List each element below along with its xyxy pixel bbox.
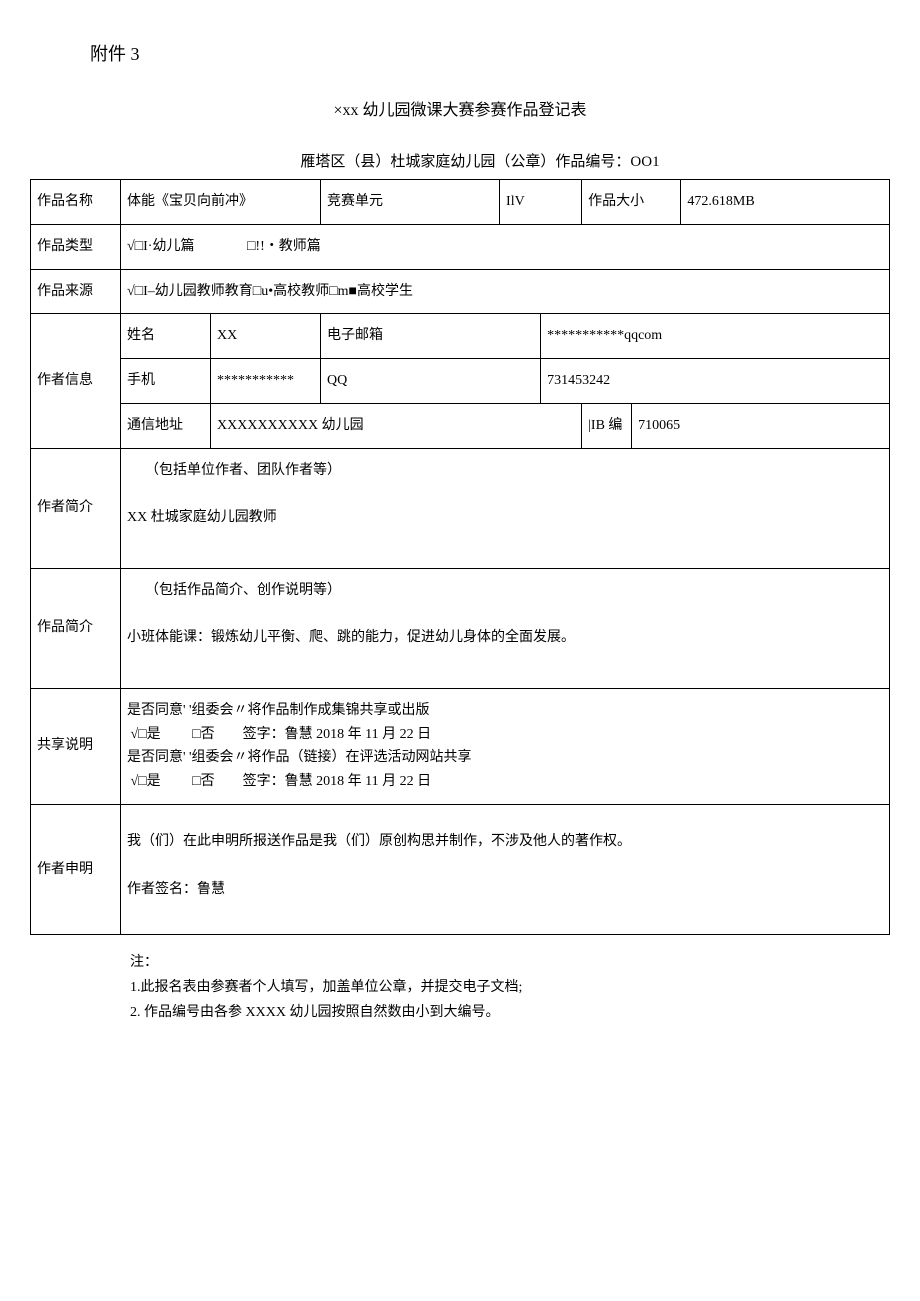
author-bio-hint: （包括单位作者、团队作者等） [127, 459, 883, 483]
author-bio-text: XX 杜城家庭幼儿园教师 [127, 506, 883, 530]
share-line-3: 是否同意' '组委会〃将作品（链接）在评选活动网站共享 [127, 746, 883, 770]
notes-label: 注： [130, 950, 890, 975]
postcode-value: 710065 [632, 403, 890, 448]
work-source-label: 作品来源 [31, 269, 121, 314]
work-bio-text: 小班体能课：锻炼幼儿平衡、爬、跳的能力，促进幼儿身体的全面发展。 [127, 626, 883, 650]
phone-label: 手机 [121, 359, 211, 404]
work-bio-content: （包括作品简介、创作说明等） 小班体能课：锻炼幼儿平衡、爬、跳的能力，促进幼儿身… [121, 568, 890, 688]
row-author-declare: 作者申明 我（们）在此申明所报送作品是我（们）原创构思并制作，不涉及他人的著作权… [31, 804, 890, 934]
work-source-value: √□I–幼儿园教师教育□u•高校教师□m■高校学生 [121, 269, 890, 314]
row-work-bio: 作品简介 （包括作品简介、创作说明等） 小班体能课：锻炼幼儿平衡、爬、跳的能力，… [31, 568, 890, 688]
author-declare-label: 作者申明 [31, 804, 121, 934]
qq-value: 731453242 [541, 359, 890, 404]
contest-unit-label: 竞赛单元 [321, 180, 500, 225]
work-bio-label: 作品简介 [31, 568, 121, 688]
registration-table: 作品名称 体能《宝贝向前冲》 竞赛单元 IlV 作品大小 472.618MB 作… [30, 179, 890, 935]
row-work-name: 作品名称 体能《宝贝向前冲》 竞赛单元 IlV 作品大小 472.618MB [31, 180, 890, 225]
attachment-label: 附件 3 [90, 40, 890, 66]
name-label: 姓名 [121, 314, 211, 359]
author-declare-sign: 作者签名：鲁慧 [127, 878, 883, 902]
author-bio-content: （包括单位作者、团队作者等） XX 杜城家庭幼儿园教师 [121, 448, 890, 568]
email-label: 电子邮箱 [321, 314, 541, 359]
author-info-label: 作者信息 [31, 314, 121, 448]
work-bio-hint: （包括作品简介、创作说明等） [127, 579, 883, 603]
page-title: ×xx 幼儿园微课大赛参赛作品登记表 [30, 96, 890, 120]
notes-item-1: 1.此报名表由参赛者个人填写，加盖单位公章，并提交电子文档; [130, 975, 890, 1000]
author-bio-label: 作者简介 [31, 448, 121, 568]
share-line-2: √□是 □否 签字：鲁慧 2018 年 11 月 22 日 [127, 723, 883, 747]
author-declare-text: 我（们）在此申明所报送作品是我（们）原创构思并制作，不涉及他人的著作权。 [127, 830, 883, 854]
share-line-4: √□是 □否 签字：鲁慧 2018 年 11 月 22 日 [127, 770, 883, 794]
email-value: ***********qqcom [541, 314, 890, 359]
share-info-content: 是否同意' '组委会〃将作品制作成集锦共享或出版 √□是 □否 签字：鲁慧 20… [121, 688, 890, 804]
row-author-bio: 作者简介 （包括单位作者、团队作者等） XX 杜城家庭幼儿园教师 [31, 448, 890, 568]
row-author-name: 作者信息 姓名 XX 电子邮箱 ***********qqcom [31, 314, 890, 359]
phone-value: *********** [211, 359, 321, 404]
work-name-label: 作品名称 [31, 180, 121, 225]
work-type-value: √□I·幼儿篇 □!!・教师篇 [121, 224, 890, 269]
work-name-value: 体能《宝贝向前冲》 [121, 180, 321, 225]
row-work-type: 作品类型 √□I·幼儿篇 □!!・教师篇 [31, 224, 890, 269]
row-share-info: 共享说明 是否同意' '组委会〃将作品制作成集锦共享或出版 √□是 □否 签字：… [31, 688, 890, 804]
share-info-label: 共享说明 [31, 688, 121, 804]
address-label: 通信地址 [121, 403, 211, 448]
work-type-label: 作品类型 [31, 224, 121, 269]
work-size-value: 472.618MB [681, 180, 890, 225]
share-line-1: 是否同意' '组委会〃将作品制作成集锦共享或出版 [127, 699, 883, 723]
row-author-address: 通信地址 XXXXXXXXXX 幼儿园 |IB 编 710065 [31, 403, 890, 448]
name-value: XX [211, 314, 321, 359]
address-value: XXXXXXXXXX 幼儿园 [211, 403, 582, 448]
row-work-source: 作品来源 √□I–幼儿园教师教育□u•高校教师□m■高校学生 [31, 269, 890, 314]
notes-section: 注： 1.此报名表由参赛者个人填写，加盖单位公章，并提交电子文档; 2. 作品编… [30, 950, 890, 1026]
postcode-label: |IB 编 [582, 403, 632, 448]
subtitle: 雁塔区（县）杜城家庭幼儿园（公章）作品编号：OO1 [30, 150, 890, 171]
qq-label: QQ [321, 359, 541, 404]
contest-unit-value: IlV [500, 180, 582, 225]
row-author-phone: 手机 *********** QQ 731453242 [31, 359, 890, 404]
work-size-label: 作品大小 [582, 180, 681, 225]
author-declare-content: 我（们）在此申明所报送作品是我（们）原创构思并制作，不涉及他人的著作权。 作者签… [121, 804, 890, 934]
notes-item-2: 2. 作品编号由各参 XXXX 幼儿园按照自然数由小到大编号。 [130, 1000, 890, 1025]
